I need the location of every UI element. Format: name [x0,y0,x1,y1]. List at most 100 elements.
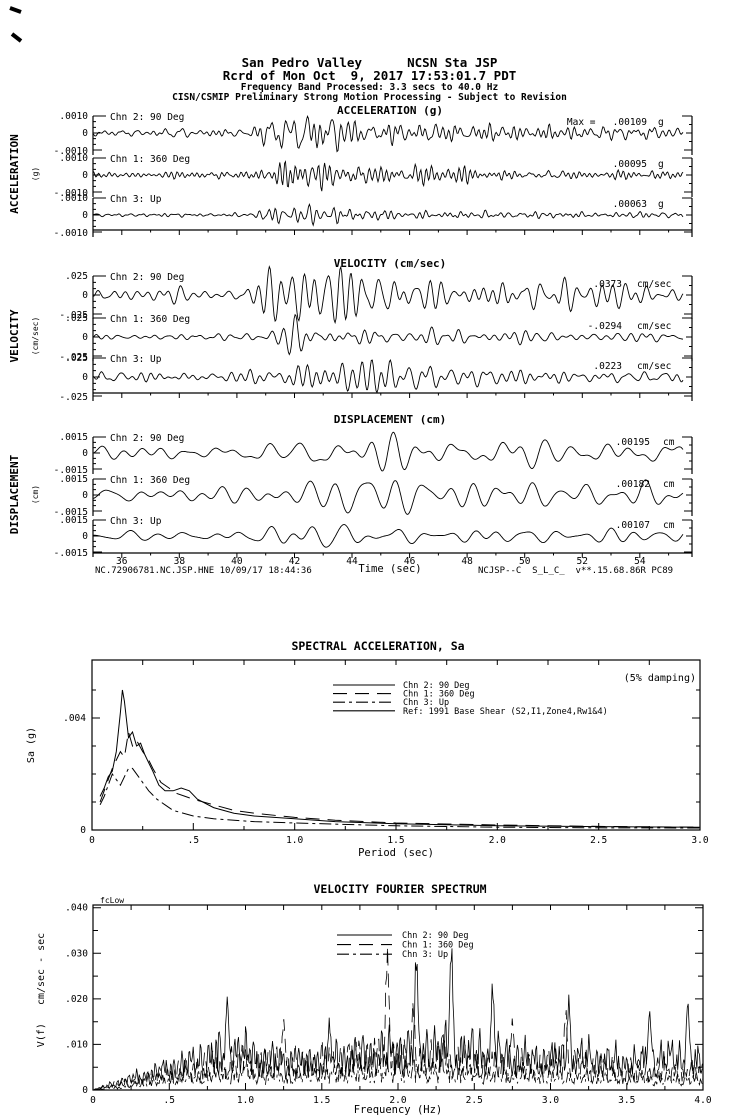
x-tick-label: 52 [577,556,588,567]
x-tick-label: 50 [519,556,531,567]
x-tick-label: 4.0 [694,1095,711,1106]
frequency-band-note: Frequency Band Processed: 3.3 secs to 40… [240,82,499,93]
y-tick-label: .040 [65,903,88,914]
peak-value-label: .00095 [613,159,647,170]
side-axis-unit: (cm) [31,485,40,504]
tick-label: -.0015 [54,507,88,518]
side-axis-unit: (cm/sec) [31,317,40,356]
tick-label: .0010 [59,111,88,122]
processing-disclaimer: CISN/CSMIP Preliminary Strong Motion Pro… [172,92,567,103]
side-axis-label: DISPLACEMENT [8,454,21,534]
channel-label: Chn 2: 90 Deg [110,112,184,123]
x-axis-label: Period (sec) [358,847,434,859]
tick-label: 0 [82,290,88,301]
peak-unit-label: g [658,159,664,170]
channel-label: Chn 1: 360 Deg [110,475,190,486]
tick-label: -.025 [59,392,88,403]
section-title: ACCELERATION (g) [337,104,443,117]
seismic-trace [92,479,684,515]
tick-label: .025 [65,313,88,324]
tick-label: -.0015 [54,465,88,476]
channel-label: Chn 2: 90 Deg [110,433,184,444]
side-axis-label: VELOCITY [8,309,21,362]
x-tick-label: 0 [90,1095,96,1106]
seismic-trace [92,431,684,472]
peak-unit-label: cm [663,520,675,531]
peak-value-label: -.0294 [588,321,623,332]
seismic-trace [92,265,684,325]
spectrum-curve [99,731,700,828]
station-title: San Pedro Valley NCSN Sta JSP [241,55,498,70]
tick-label: .0015 [59,474,88,485]
channel-label: Chn 1: 360 Deg [110,154,190,165]
legend-label: Chn 3: Up [402,950,448,960]
peak-value-label: Max = .00109 [567,117,647,128]
peak-value-label: .0223 [593,361,622,372]
peak-unit-label: cm [663,437,675,448]
seismic-trace [92,160,684,192]
tick-label: .0010 [59,153,88,164]
tick-label: -.025 [59,310,88,321]
y-tick-label: .030 [65,948,88,959]
seismic-trace [92,202,684,227]
tick-label: .025 [65,271,88,282]
seismic-trace [92,115,684,153]
peak-value-label: .00195 [616,437,650,448]
chart-title: VELOCITY FOURIER SPECTRUM [313,882,486,896]
x-tick-label: 2.5 [466,1095,483,1106]
peak-unit-label: cm/sec [637,321,671,332]
x-axis-label: Frequency (Hz) [354,1104,443,1115]
seismic-trace [92,359,684,394]
x-tick-label: 42 [289,556,300,567]
y-axis-label: Sa (g) [26,727,37,763]
spectrum-curve [99,767,700,829]
tick-label: .0010 [59,193,88,204]
tick-label: 0 [82,332,88,343]
tick-label: .0015 [59,515,88,526]
legend-label: Chn 2: 90 Deg [402,931,469,941]
section-title: DISPLACEMENT (cm) [334,413,447,426]
x-tick-label: .5 [164,1095,175,1106]
tick-label: 0 [82,531,88,542]
legend-label: Chn 3: Up [403,698,449,708]
chart-title: SPECTRAL ACCELERATION, Sa [291,639,464,653]
fourier-spectrum-curve [93,946,703,1090]
peak-value-label: .00107 [616,520,650,531]
tick-label: -.0010 [54,146,89,157]
x-tick-label: .5 [188,835,199,846]
peak-value-label: .00182 [616,479,650,490]
channel-label: Chn 3: Up [110,516,162,527]
tick-label: -.0010 [54,188,89,199]
x-tick-label: 3.0 [542,1095,559,1106]
tick-label: -.0015 [54,548,88,559]
y-tick-label: .010 [65,1039,88,1050]
acceleration-velocity-displacement-traces: ACCELERATION (g) ACCELERATION (g) .0010 0 -.0… [8,104,693,576]
fourier-spectrum-curve [93,1039,703,1090]
low-cutoff-label: fcLow [100,896,124,905]
side-axis-unit: (g) [31,167,40,181]
y-tick-label: 0 [80,825,86,836]
tick-label: 0 [82,372,88,383]
tick-label: .025 [65,353,88,364]
y-tick-label: .020 [65,994,88,1005]
seismic-trace [92,313,684,356]
x-tick-label: 38 [174,556,186,567]
legend-label: Ref: 1991 Base Shear (S2,I1,Zone4,Rw1&4) [403,707,608,717]
record-id-footer: NC.72906781.NC.JSP.HNE 10/09/17 18:44:36 [95,566,312,576]
x-tick-label: 54 [634,556,646,567]
channel-label: Chn 2: 90 Deg [110,272,184,283]
fourier-spectrum-curve [93,948,703,1090]
record-timestamp: Rcrd of Mon Oct 9, 2017 17:53:01.7 PDT [222,68,517,83]
x-axis-label: Time (sec) [358,563,421,575]
peak-unit-label: g [658,117,664,128]
tick-label: 0 [82,210,88,221]
legend-label: Chn 1: 360 Deg [403,690,475,700]
legend-label: Chn 2: 90 Deg [403,681,470,691]
tick-label: 0 [82,170,88,181]
x-tick-label: 2.0 [389,1095,406,1106]
x-tick-label: 3.5 [618,1095,635,1106]
x-tick-label: 36 [116,556,128,567]
x-tick-label: 1.0 [286,835,303,846]
x-tick-label: 2.5 [590,835,607,846]
damping-annotation: (5% damping) [624,673,696,684]
